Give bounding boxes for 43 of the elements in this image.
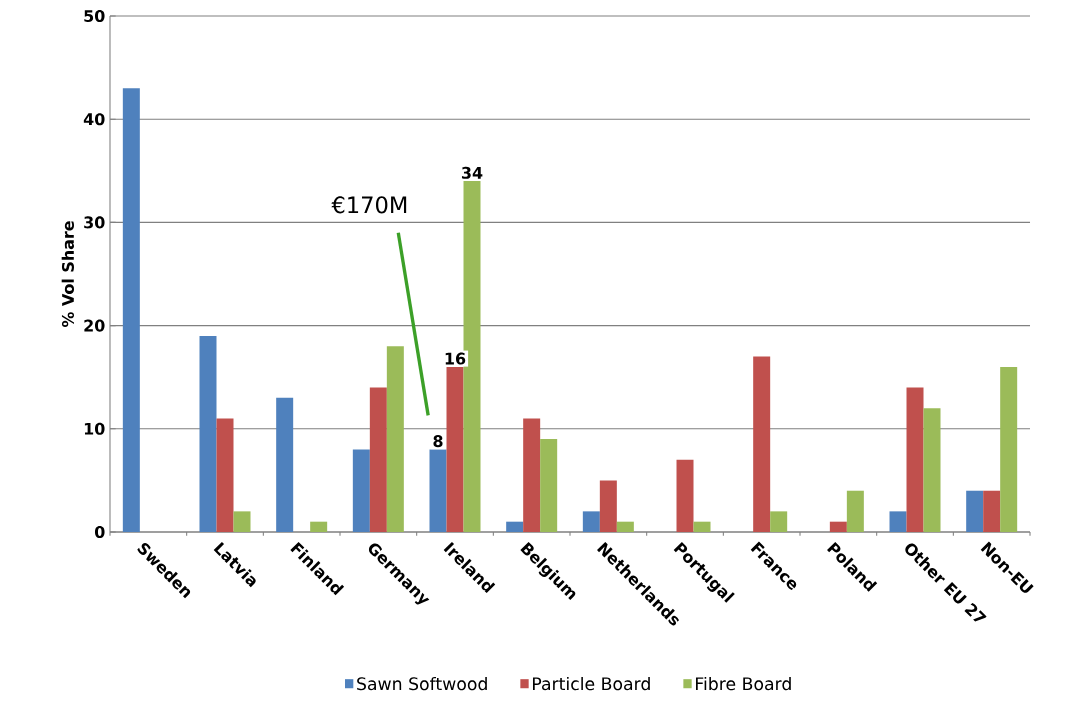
bar <box>369 387 387 532</box>
bar <box>676 459 694 532</box>
bar <box>966 490 984 532</box>
y-tick-label: 30 <box>84 216 105 229</box>
bar <box>386 346 404 532</box>
y-tick-label: 40 <box>83 113 105 126</box>
bar <box>276 397 294 532</box>
y-tick-label: 20 <box>84 319 105 332</box>
bar <box>923 408 941 532</box>
legend-label: Sawn Softwood <box>357 676 487 691</box>
legend-label: Fibre Board <box>696 676 791 691</box>
data-label: 8 <box>433 435 443 448</box>
y-tick-label: 0 <box>94 525 105 539</box>
legend-label: Particle Board <box>533 676 650 691</box>
bar <box>906 387 924 532</box>
bar <box>846 490 864 532</box>
bar <box>1000 366 1018 532</box>
bar <box>616 521 634 532</box>
bar <box>582 511 600 532</box>
bar <box>233 511 251 532</box>
bar <box>352 449 370 532</box>
bar <box>122 88 140 532</box>
y-tick-label: 50 <box>84 9 105 23</box>
data-label: 34 <box>461 166 483 179</box>
annotation: €170M <box>331 196 407 214</box>
bar <box>446 366 464 532</box>
bar <box>770 511 788 532</box>
bar <box>199 335 217 532</box>
y-tick-label: 10 <box>84 422 105 435</box>
bar <box>889 511 907 532</box>
bar <box>753 356 771 532</box>
bar <box>829 521 847 532</box>
bar <box>216 418 234 532</box>
bar <box>693 521 711 532</box>
bar <box>523 418 541 532</box>
bar <box>599 480 617 532</box>
bar <box>983 490 1001 532</box>
bar <box>429 449 447 532</box>
y-axis-title: % Vol Share <box>61 221 75 328</box>
bar <box>506 521 524 532</box>
bar <box>310 521 328 532</box>
bar <box>540 439 558 532</box>
data-label: 16 <box>445 352 466 365</box>
